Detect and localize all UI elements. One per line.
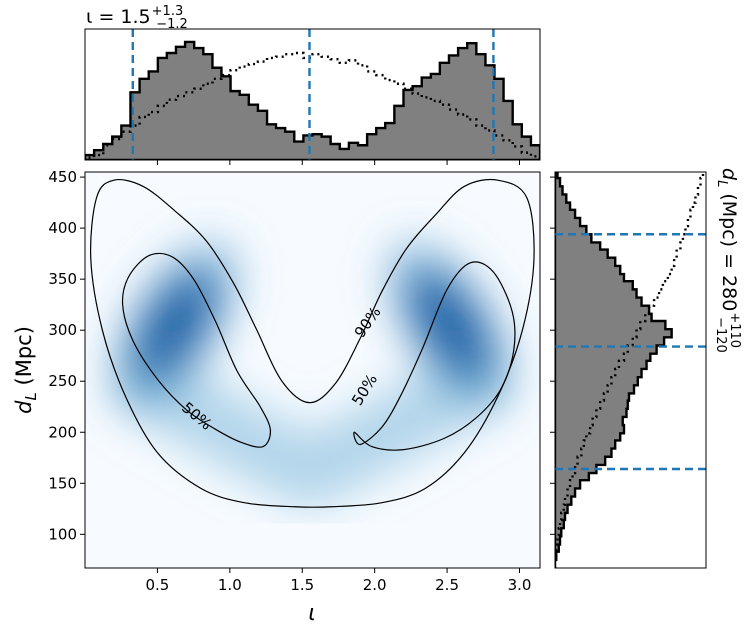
iota-marginal-panel: ι = 1.5+1.3 −1.2 [84, 4, 541, 165]
dl-panel-ticks [550, 176, 555, 535]
x-tick-label: 1.0 [218, 576, 242, 594]
y-tick-label: 150 [48, 474, 77, 492]
x-axis-label: ι [308, 601, 315, 626]
y-tick-label: 450 [48, 168, 77, 186]
iota-posterior-histogram [85, 40, 540, 160]
x-axis-ticks: 0.5 1.0 1.5 2.0 2.5 3.0 [145, 568, 531, 594]
x-tick-label: 0.5 [145, 576, 169, 594]
y-tick-label: 300 [48, 321, 77, 339]
density-bridge [115, 351, 504, 509]
contour-50-right [353, 261, 516, 451]
x-tick-label: 2.0 [363, 576, 387, 594]
contour-50-left [121, 252, 272, 448]
credible-contours [90, 178, 535, 508]
y-axis-label: dL (Mpc) [12, 326, 40, 414]
x-tick-label: 2.5 [435, 576, 459, 594]
y-axis-ticks: 100 150 200 250 300 350 400 450 [48, 168, 85, 543]
density-heatmap [112, 241, 513, 509]
iota-median-interval-lines [131, 29, 495, 160]
y-tick-label: 400 [48, 219, 77, 237]
x-tick-label: 1.5 [290, 576, 314, 594]
iota-panel-ticks [156, 160, 520, 165]
x-tick-label: 3.0 [508, 576, 532, 594]
density-peak [134, 270, 216, 380]
y-tick-label: 350 [48, 270, 77, 288]
y-tick-label: 100 [48, 525, 77, 543]
iota-summary-title: ι = 1.5+1.3 −1.2 [86, 4, 188, 32]
y-tick-label: 250 [48, 372, 77, 390]
contour-90 [90, 178, 535, 508]
dl-summary-title: dL (Mpc) = 280+110−120 [713, 168, 742, 353]
density-peak [409, 270, 491, 380]
y-tick-label: 200 [48, 423, 77, 441]
main-panel: 50%50%90% 0.5 1.0 1.5 2.0 2.5 3.0 10015020025… [12, 168, 541, 626]
dl-marginal-panel: dL (Mpc) = 280+110−120 [550, 168, 742, 569]
